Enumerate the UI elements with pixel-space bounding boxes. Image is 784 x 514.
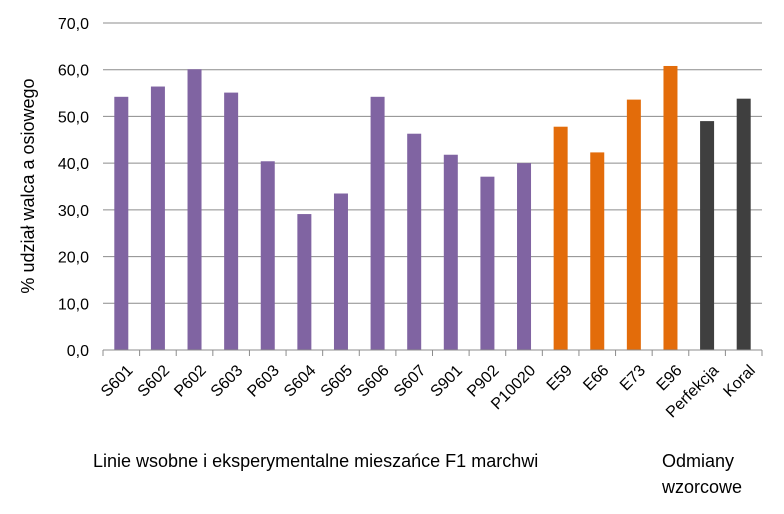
x-tick-label: Koral <box>720 362 758 400</box>
y-tick-label: 20,0 <box>58 250 89 267</box>
x-tick-label: E59 <box>544 362 576 394</box>
x-tick-label: S607 <box>391 362 430 401</box>
bar-e66 <box>590 152 605 350</box>
bar-perfekcja <box>700 121 715 350</box>
bar-e73 <box>626 99 641 351</box>
x-tick-label: S606 <box>354 362 393 401</box>
y-tick-label: 50,0 <box>58 109 89 126</box>
bar-p10020 <box>517 163 532 350</box>
x-tick-label: S601 <box>98 362 137 401</box>
x-tick-label: S602 <box>135 362 174 401</box>
bar-s901 <box>443 154 458 350</box>
x-tick-label: E66 <box>580 362 612 394</box>
x-tick-label: P602 <box>171 362 210 401</box>
group-label-standards-line1: Odmiany <box>662 451 735 471</box>
x-tick-label: P603 <box>244 362 283 401</box>
bar-s603 <box>224 92 239 351</box>
x-axis-ticks: S601S602P602S603P603S604S605S606S607S901… <box>98 350 763 421</box>
x-tick-label: S603 <box>208 362 247 401</box>
bar-s605 <box>333 193 348 350</box>
bars <box>114 65 751 351</box>
x-tick-label: E96 <box>654 362 686 394</box>
bar-s606 <box>370 96 385 351</box>
x-tick-label: S901 <box>428 362 467 401</box>
y-tick-label: 30,0 <box>58 203 89 220</box>
bar-s601 <box>114 96 129 351</box>
gridlines <box>103 22 762 304</box>
y-tick-label: 10,0 <box>58 296 89 313</box>
bar-e96 <box>663 65 678 350</box>
y-axis-ticks: 0,0 10,0 20,0 30,0 40,0 50,0 60,0 70,0 <box>58 16 89 360</box>
bar-koral <box>736 98 751 350</box>
x-tick-label: E73 <box>617 362 649 394</box>
group-label-lines: Linie wsobne i eksperymentalne mieszańce… <box>93 451 539 471</box>
y-axis-label: % udział walca a osiowego <box>18 78 38 293</box>
y-tick-label: 40,0 <box>58 156 89 173</box>
y-tick-label: 70,0 <box>58 16 89 33</box>
bar-p902 <box>480 176 495 350</box>
group-label-standards-line2: wzorcowe <box>662 477 743 497</box>
bar-p602 <box>187 69 202 351</box>
bar-s602 <box>150 86 165 350</box>
bar-p603 <box>260 161 275 350</box>
x-tick-label: S604 <box>281 362 320 401</box>
bar-e59 <box>553 126 568 350</box>
x-tick-label: S605 <box>318 362 357 401</box>
bar-s607 <box>407 133 422 350</box>
y-tick-label: 60,0 <box>58 63 89 80</box>
bar-s604 <box>297 214 312 350</box>
group-label-standards: Odmiany wzorcowe <box>662 448 772 500</box>
y-tick-label: 0,0 <box>67 343 89 360</box>
